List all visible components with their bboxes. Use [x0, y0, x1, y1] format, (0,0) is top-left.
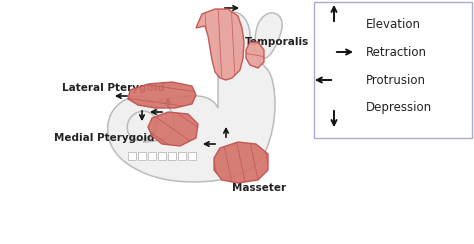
Polygon shape — [138, 152, 146, 160]
Text: Temporalis: Temporalis — [245, 37, 309, 47]
Text: Retraction: Retraction — [366, 45, 427, 59]
Polygon shape — [158, 152, 166, 160]
Polygon shape — [128, 82, 196, 108]
Polygon shape — [188, 152, 196, 160]
Polygon shape — [128, 152, 136, 160]
PathPatch shape — [108, 12, 282, 182]
Text: Masseter: Masseter — [232, 183, 286, 193]
Text: Depression: Depression — [366, 102, 432, 114]
Polygon shape — [148, 152, 156, 160]
Polygon shape — [148, 112, 198, 146]
Text: Medial Pterygoid: Medial Pterygoid — [54, 133, 155, 143]
Text: Lateral Pterygoid: Lateral Pterygoid — [62, 83, 165, 93]
Text: Protrusion: Protrusion — [366, 73, 426, 87]
Polygon shape — [246, 42, 264, 68]
Polygon shape — [178, 152, 186, 160]
Text: Elevation: Elevation — [366, 18, 421, 30]
FancyBboxPatch shape — [314, 2, 472, 138]
Polygon shape — [168, 152, 176, 160]
Polygon shape — [214, 142, 268, 183]
Polygon shape — [196, 9, 244, 80]
